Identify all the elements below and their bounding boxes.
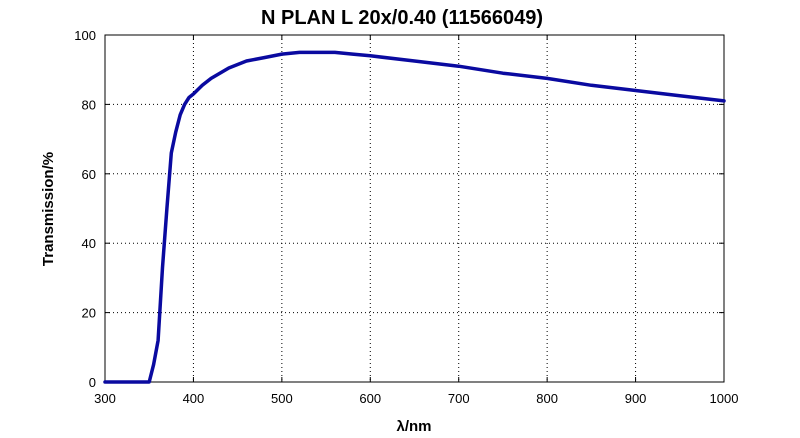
y-tick-label: 40 [82,236,96,251]
x-tick-label: 500 [271,391,293,406]
x-tick-label: 400 [183,391,205,406]
x-axis-label: λ/nm [396,418,431,435]
axis-ticks: 300 400 500 600 700 800 900 1000 0 20 40 60 80 100 [74,28,738,406]
x-tick-label: 800 [536,391,558,406]
grid-lines [105,35,724,382]
x-tick-label: 300 [94,391,116,406]
x-tick-label: 700 [448,391,470,406]
x-tick-label: 900 [625,391,647,406]
y-tick-label: 0 [89,375,96,390]
y-axis-label: Transmission/% [40,152,57,266]
chart-title: N PLAN L 20x/0.40 (11566049) [261,7,543,29]
y-tick-label: 80 [82,97,96,112]
transmission-series-line [103,50,726,384]
y-tick-label: 60 [82,167,96,182]
y-tick-label: 100 [74,28,96,43]
y-tick-label: 20 [82,306,96,321]
plot-area [104,34,725,383]
x-tick-label: 600 [359,391,381,406]
x-tick-label: 1000 [710,391,739,406]
